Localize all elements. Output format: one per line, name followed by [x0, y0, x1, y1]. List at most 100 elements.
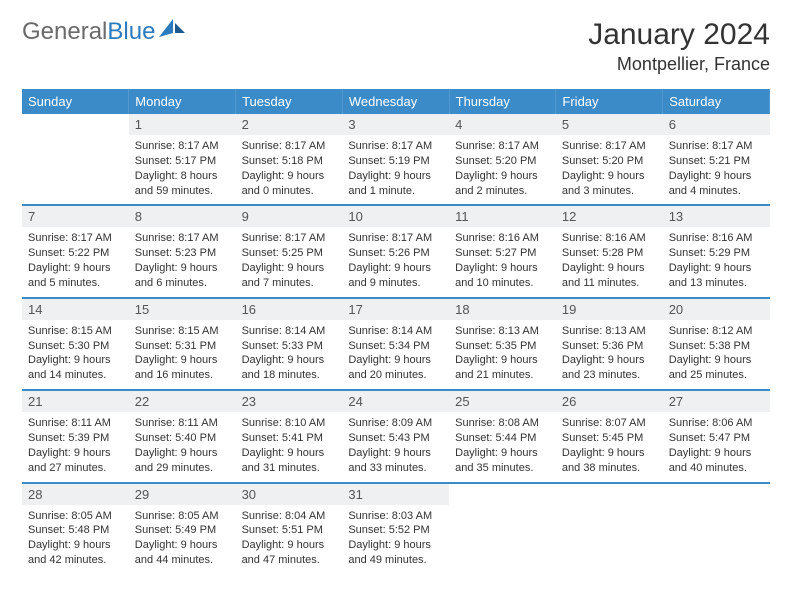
day-number: 9: [236, 206, 343, 227]
sunset-text: Sunset: 5:44 PM: [455, 431, 550, 446]
sunset-text: Sunset: 5:20 PM: [562, 154, 657, 169]
sunset-text: Sunset: 5:26 PM: [348, 246, 443, 261]
sunrise-text: Sunrise: 8:10 AM: [242, 416, 337, 431]
day-number: 1: [129, 114, 236, 135]
day-number: 21: [22, 391, 129, 412]
day-info: Sunrise: 8:11 AMSunset: 5:39 PMDaylight:…: [22, 412, 129, 481]
day-number: 12: [556, 206, 663, 227]
day-info: Sunrise: 8:05 AMSunset: 5:49 PMDaylight:…: [129, 505, 236, 574]
sunrise-text: Sunrise: 8:13 AM: [562, 324, 657, 339]
calendar-cell: 30Sunrise: 8:04 AMSunset: 5:51 PMDayligh…: [236, 483, 343, 574]
sunset-text: Sunset: 5:27 PM: [455, 246, 550, 261]
calendar-cell: [663, 483, 770, 574]
daylight-text: Daylight: 9 hours and 42 minutes.: [28, 538, 123, 568]
sunrise-text: Sunrise: 8:04 AM: [242, 509, 337, 524]
weekday-header: Thursday: [449, 89, 556, 114]
sunrise-text: Sunrise: 8:08 AM: [455, 416, 550, 431]
calendar-row: 28Sunrise: 8:05 AMSunset: 5:48 PMDayligh…: [22, 483, 770, 574]
sunset-text: Sunset: 5:41 PM: [242, 431, 337, 446]
day-number: 31: [342, 484, 449, 505]
sunrise-text: Sunrise: 8:16 AM: [562, 231, 657, 246]
day-number-empty: [556, 484, 663, 505]
daylight-text: Daylight: 9 hours and 4 minutes.: [669, 169, 764, 199]
calendar-row: 7Sunrise: 8:17 AMSunset: 5:22 PMDaylight…: [22, 205, 770, 297]
daylight-text: Daylight: 9 hours and 38 minutes.: [562, 446, 657, 476]
daylight-text: Daylight: 9 hours and 23 minutes.: [562, 353, 657, 383]
sunset-text: Sunset: 5:21 PM: [669, 154, 764, 169]
calendar-cell: 23Sunrise: 8:10 AMSunset: 5:41 PMDayligh…: [236, 390, 343, 482]
weekday-row: SundayMondayTuesdayWednesdayThursdayFrid…: [22, 89, 770, 114]
calendar-cell: 12Sunrise: 8:16 AMSunset: 5:28 PMDayligh…: [556, 205, 663, 297]
day-number: 26: [556, 391, 663, 412]
daylight-text: Daylight: 9 hours and 16 minutes.: [135, 353, 230, 383]
calendar-cell: 14Sunrise: 8:15 AMSunset: 5:30 PMDayligh…: [22, 298, 129, 390]
sunrise-text: Sunrise: 8:16 AM: [669, 231, 764, 246]
daylight-text: Daylight: 9 hours and 18 minutes.: [242, 353, 337, 383]
calendar-cell: 27Sunrise: 8:06 AMSunset: 5:47 PMDayligh…: [663, 390, 770, 482]
weekday-header: Saturday: [663, 89, 770, 114]
day-info: Sunrise: 8:17 AMSunset: 5:20 PMDaylight:…: [556, 135, 663, 204]
day-number: 11: [449, 206, 556, 227]
day-info: Sunrise: 8:17 AMSunset: 5:18 PMDaylight:…: [236, 135, 343, 204]
day-number-empty: [22, 114, 129, 135]
calendar-cell: 22Sunrise: 8:11 AMSunset: 5:40 PMDayligh…: [129, 390, 236, 482]
calendar-cell: 13Sunrise: 8:16 AMSunset: 5:29 PMDayligh…: [663, 205, 770, 297]
daylight-text: Daylight: 9 hours and 47 minutes.: [242, 538, 337, 568]
sunset-text: Sunset: 5:33 PM: [242, 339, 337, 354]
daylight-text: Daylight: 9 hours and 0 minutes.: [242, 169, 337, 199]
sunrise-text: Sunrise: 8:17 AM: [28, 231, 123, 246]
calendar-cell: 8Sunrise: 8:17 AMSunset: 5:23 PMDaylight…: [129, 205, 236, 297]
day-number: 20: [663, 299, 770, 320]
calendar-cell: 21Sunrise: 8:11 AMSunset: 5:39 PMDayligh…: [22, 390, 129, 482]
month-title: January 2024: [588, 18, 770, 52]
day-info: Sunrise: 8:17 AMSunset: 5:20 PMDaylight:…: [449, 135, 556, 204]
day-number-empty: [663, 484, 770, 505]
daylight-text: Daylight: 9 hours and 27 minutes.: [28, 446, 123, 476]
day-number: 8: [129, 206, 236, 227]
day-number: 15: [129, 299, 236, 320]
sunset-text: Sunset: 5:36 PM: [562, 339, 657, 354]
day-number: 4: [449, 114, 556, 135]
day-info: Sunrise: 8:11 AMSunset: 5:40 PMDaylight:…: [129, 412, 236, 481]
daylight-text: Daylight: 9 hours and 49 minutes.: [348, 538, 443, 568]
day-number: 18: [449, 299, 556, 320]
daylight-text: Daylight: 9 hours and 10 minutes.: [455, 261, 550, 291]
day-number: 14: [22, 299, 129, 320]
sunrise-text: Sunrise: 8:17 AM: [348, 231, 443, 246]
day-number: 30: [236, 484, 343, 505]
day-info: Sunrise: 8:14 AMSunset: 5:33 PMDaylight:…: [236, 320, 343, 389]
day-number: 24: [342, 391, 449, 412]
daylight-text: Daylight: 9 hours and 6 minutes.: [135, 261, 230, 291]
sunset-text: Sunset: 5:38 PM: [669, 339, 764, 354]
daylight-text: Daylight: 9 hours and 13 minutes.: [669, 261, 764, 291]
calendar-cell: 3Sunrise: 8:17 AMSunset: 5:19 PMDaylight…: [342, 114, 449, 205]
sunrise-text: Sunrise: 8:06 AM: [669, 416, 764, 431]
day-info: Sunrise: 8:03 AMSunset: 5:52 PMDaylight:…: [342, 505, 449, 574]
day-info: Sunrise: 8:15 AMSunset: 5:31 PMDaylight:…: [129, 320, 236, 389]
sunset-text: Sunset: 5:29 PM: [669, 246, 764, 261]
calendar-cell: 1Sunrise: 8:17 AMSunset: 5:17 PMDaylight…: [129, 114, 236, 205]
day-info: Sunrise: 8:17 AMSunset: 5:21 PMDaylight:…: [663, 135, 770, 204]
daylight-text: Daylight: 9 hours and 20 minutes.: [348, 353, 443, 383]
day-number: 25: [449, 391, 556, 412]
day-number: 28: [22, 484, 129, 505]
sunset-text: Sunset: 5:35 PM: [455, 339, 550, 354]
sunset-text: Sunset: 5:39 PM: [28, 431, 123, 446]
calendar-cell: 4Sunrise: 8:17 AMSunset: 5:20 PMDaylight…: [449, 114, 556, 205]
day-info: Sunrise: 8:16 AMSunset: 5:27 PMDaylight:…: [449, 227, 556, 296]
day-info: Sunrise: 8:07 AMSunset: 5:45 PMDaylight:…: [556, 412, 663, 481]
sunrise-text: Sunrise: 8:17 AM: [562, 139, 657, 154]
sunrise-text: Sunrise: 8:17 AM: [135, 139, 230, 154]
sunrise-text: Sunrise: 8:14 AM: [242, 324, 337, 339]
daylight-text: Daylight: 9 hours and 1 minute.: [348, 169, 443, 199]
sunset-text: Sunset: 5:30 PM: [28, 339, 123, 354]
sunrise-text: Sunrise: 8:11 AM: [28, 416, 123, 431]
sunrise-text: Sunrise: 8:17 AM: [135, 231, 230, 246]
daylight-text: Daylight: 9 hours and 33 minutes.: [348, 446, 443, 476]
day-info: Sunrise: 8:08 AMSunset: 5:44 PMDaylight:…: [449, 412, 556, 481]
day-info: Sunrise: 8:17 AMSunset: 5:19 PMDaylight:…: [342, 135, 449, 204]
weekday-header: Sunday: [22, 89, 129, 114]
calendar-cell: 29Sunrise: 8:05 AMSunset: 5:49 PMDayligh…: [129, 483, 236, 574]
logo: GeneralBlue: [22, 18, 185, 46]
day-info: Sunrise: 8:16 AMSunset: 5:29 PMDaylight:…: [663, 227, 770, 296]
